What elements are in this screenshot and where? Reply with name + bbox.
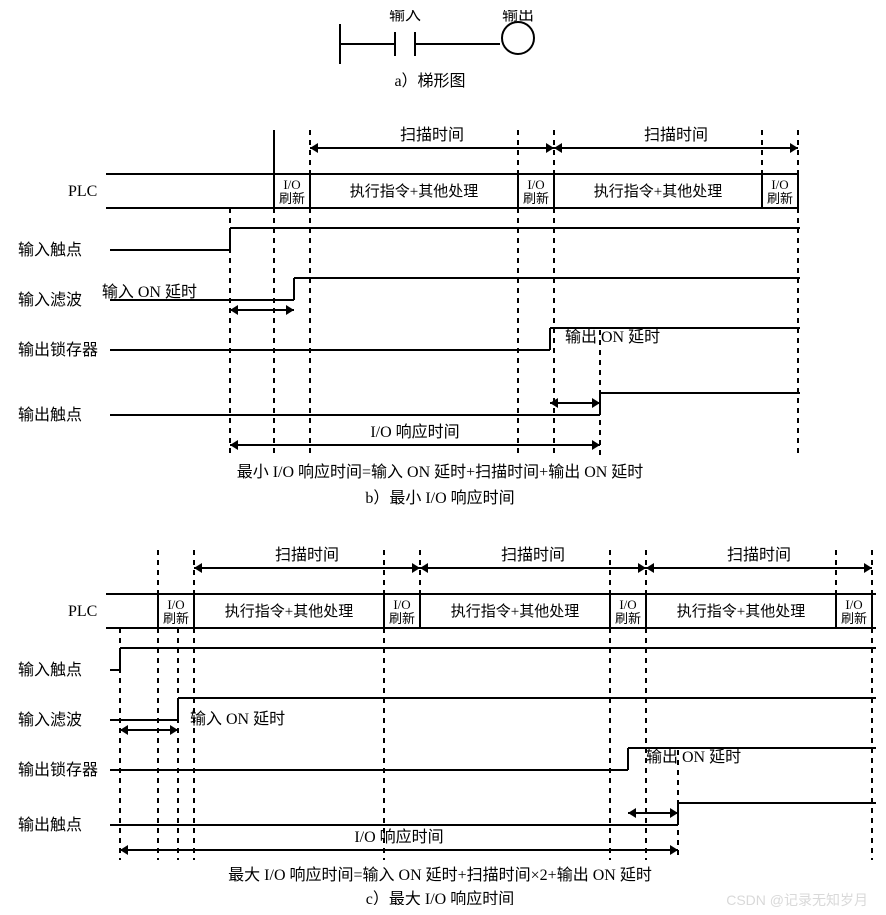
svg-text:I/O: I/O [393, 597, 410, 612]
svg-text:I/O: I/O [283, 177, 300, 192]
svg-text:输出 ON 延时: 输出 ON 延时 [646, 748, 741, 766]
svg-text:执行指令+其他处理: 执行指令+其他处理 [677, 603, 805, 620]
svg-text:扫描时间: 扫描时间 [400, 126, 464, 144]
svg-text:b）最小 I/O 响应时间: b）最小 I/O 响应时间 [365, 488, 514, 507]
svg-text:刷新: 刷新 [841, 611, 867, 626]
svg-text:PLC: PLC [68, 603, 97, 620]
svg-text:I/O: I/O [527, 177, 544, 192]
svg-text:a）梯形图: a）梯形图 [394, 72, 465, 90]
svg-text:执行指令+其他处理: 执行指令+其他处理 [225, 603, 353, 620]
svg-text:执行指令+其他处理: 执行指令+其他处理 [451, 603, 579, 620]
svg-text:扫描时间: 扫描时间 [501, 546, 565, 564]
svg-text:执行指令+其他处理: 执行指令+其他处理 [594, 183, 722, 200]
svg-text:I/O 响应时间: I/O 响应时间 [354, 827, 443, 846]
svg-text:刷新: 刷新 [615, 611, 641, 626]
svg-text:I/O: I/O [619, 597, 636, 612]
svg-text:扫描时间: 扫描时间 [644, 126, 708, 144]
watermark: CSDN @记录无知岁月 [726, 890, 868, 910]
svg-text:输入: 输入 [389, 10, 421, 24]
svg-text:最小 I/O 响应时间=输入 ON 延时+扫描时间+输出 O: 最小 I/O 响应时间=输入 ON 延时+扫描时间+输出 ON 延时 [237, 462, 644, 481]
svg-text:扫描时间: 扫描时间 [727, 546, 791, 564]
svg-text:刷新: 刷新 [279, 191, 305, 206]
svg-text:I/O: I/O [845, 597, 862, 612]
svg-text:刷新: 刷新 [767, 191, 793, 206]
svg-text:输入滤波: 输入滤波 [18, 291, 82, 309]
svg-text:输出触点: 输出触点 [18, 816, 82, 834]
svg-text:扫描时间: 扫描时间 [275, 546, 339, 564]
svg-text:执行指令+其他处理: 执行指令+其他处理 [350, 183, 478, 200]
svg-text:输入 ON 延时: 输入 ON 延时 [190, 710, 285, 728]
svg-text:I/O: I/O [167, 597, 184, 612]
svg-text:PLC: PLC [68, 183, 97, 200]
svg-text:输出锁存器: 输出锁存器 [18, 761, 98, 779]
diagram-svg: 输入输出a）梯形图扫描时间扫描时间PLCI/O刷新执行指令+其他处理I/O刷新执… [10, 10, 876, 905]
svg-text:I/O: I/O [771, 177, 788, 192]
svg-text:刷新: 刷新 [389, 611, 415, 626]
svg-text:输入触点: 输入触点 [18, 241, 82, 259]
svg-text:输出 ON 延时: 输出 ON 延时 [565, 328, 660, 346]
svg-text:输出触点: 输出触点 [18, 406, 82, 424]
svg-text:输入 ON 延时: 输入 ON 延时 [102, 283, 197, 301]
svg-text:c）最大 I/O 响应时间: c）最大 I/O 响应时间 [366, 889, 514, 905]
svg-text:刷新: 刷新 [163, 611, 189, 626]
svg-text:输出: 输出 [502, 10, 534, 24]
svg-text:I/O 响应时间: I/O 响应时间 [370, 422, 459, 441]
svg-text:输入滤波: 输入滤波 [18, 711, 82, 729]
svg-text:最大 I/O 响应时间=输入 ON 延时+扫描时间×2+输出: 最大 I/O 响应时间=输入 ON 延时+扫描时间×2+输出 ON 延时 [228, 865, 652, 884]
svg-text:刷新: 刷新 [523, 191, 549, 206]
svg-text:输入触点: 输入触点 [18, 661, 82, 679]
svg-text:输出锁存器: 输出锁存器 [18, 341, 98, 359]
